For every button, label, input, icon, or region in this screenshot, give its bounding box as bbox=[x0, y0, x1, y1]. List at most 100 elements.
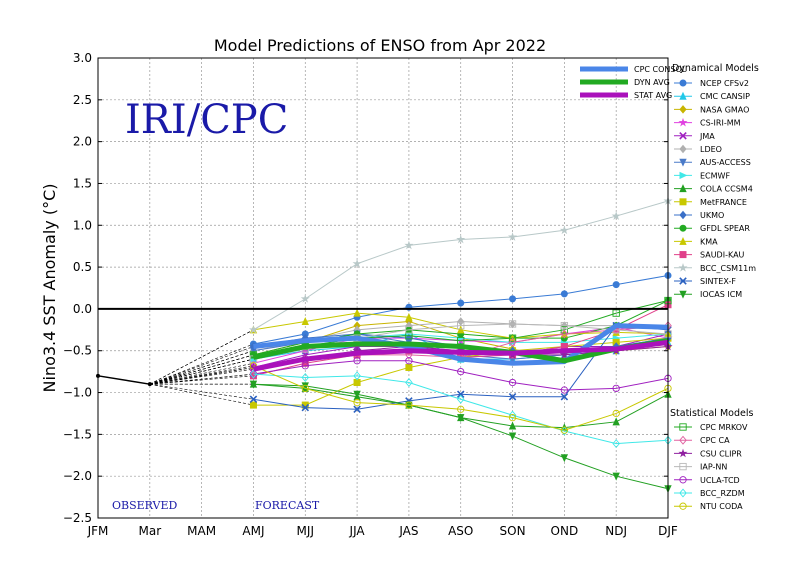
point-ncep-cfsv2 bbox=[612, 281, 620, 289]
forecast-connector bbox=[149, 343, 254, 385]
point-ntu-coda bbox=[560, 426, 569, 434]
point-kma bbox=[353, 308, 361, 317]
point-bcc-rzdm bbox=[353, 371, 361, 381]
legend-label: IOCAS ICM bbox=[700, 290, 742, 299]
point-iap-nn bbox=[457, 321, 465, 330]
point-kma bbox=[457, 325, 465, 334]
x-tick-label: JAS bbox=[398, 524, 418, 538]
legend-label: BCC_CSM11m bbox=[700, 264, 756, 273]
point-cpc-ca bbox=[560, 329, 569, 339]
point-ucla-tcd bbox=[508, 378, 517, 387]
consensus-line-dyn-avg bbox=[252, 338, 669, 364]
x-tick-label: JFM bbox=[87, 524, 109, 538]
point-sintex-f bbox=[560, 392, 569, 401]
legend-label: BCC_RZDM bbox=[700, 489, 745, 498]
forecast-connector bbox=[149, 383, 254, 400]
forecast-label: FORECAST bbox=[255, 499, 320, 512]
point-cpc-ca bbox=[405, 350, 413, 360]
point-ntu-coda bbox=[301, 384, 309, 393]
point-ncep-cfsv2 bbox=[560, 290, 568, 298]
legend-label: KMA bbox=[700, 237, 718, 246]
legend-marker bbox=[679, 79, 687, 87]
legend-label: CPC CA bbox=[700, 436, 730, 445]
forecast-connector bbox=[149, 354, 254, 385]
point-sintex-f bbox=[249, 395, 258, 404]
legend-marker bbox=[679, 236, 687, 245]
statistical-legend: CPC MRKOV CPC CA CSU CLIPR IAP-NN UCLA-TCD BC… bbox=[674, 423, 748, 511]
observed-line bbox=[97, 375, 150, 385]
point-bcc-csm11m bbox=[507, 232, 518, 241]
legend-marker bbox=[679, 423, 687, 431]
series-bcc-csm11m bbox=[248, 196, 673, 334]
legend-marker bbox=[679, 462, 687, 471]
point-ucla-tcd bbox=[405, 357, 413, 365]
observed-label: OBSERVED bbox=[112, 499, 178, 512]
legend-label: NCEP CFSv2 bbox=[700, 79, 749, 88]
point-iocas-icm bbox=[560, 454, 569, 463]
point-bcc-rzdm bbox=[249, 369, 258, 379]
legend-marker bbox=[679, 184, 687, 193]
legend-label: DYN AVG bbox=[634, 78, 670, 87]
consensus-lines bbox=[252, 323, 669, 372]
point-cola-ccsm4 bbox=[612, 417, 620, 426]
legend-marker bbox=[679, 171, 688, 180]
point-iocas-icm bbox=[457, 414, 465, 423]
point-ucla-tcd bbox=[353, 357, 361, 365]
point-ntu-coda bbox=[405, 401, 413, 409]
x-tick-label: NDJ bbox=[605, 524, 627, 538]
point-bcc-rzdm bbox=[508, 410, 517, 420]
legend-marker bbox=[679, 210, 687, 220]
point-cpc-ca bbox=[508, 337, 517, 347]
forecast-connector bbox=[149, 383, 254, 406]
consensus-legend: CPC CONSOL DYN AVG STAT AVG bbox=[580, 65, 687, 100]
y-tick-label: 1.5 bbox=[73, 176, 92, 190]
point-cpc-mrkov bbox=[560, 326, 569, 334]
legend-label: UCLA-TCD bbox=[700, 476, 740, 485]
point-bcc-rzdm bbox=[456, 394, 465, 404]
point-ncep-cfsv2 bbox=[457, 299, 465, 307]
series-line-ntu-coda bbox=[253, 365, 669, 431]
point-sintex-f bbox=[508, 392, 517, 401]
forecast-connector bbox=[149, 365, 254, 385]
legend-label: CSU CLIPR bbox=[700, 449, 742, 458]
legend-label: CPC MRKOV bbox=[700, 423, 748, 432]
legend-marker bbox=[679, 132, 687, 140]
legend-marker bbox=[679, 224, 687, 232]
point-ntu-coda bbox=[353, 398, 361, 407]
forecast-connector bbox=[149, 373, 254, 385]
legend-label: STAT AVG bbox=[634, 91, 672, 100]
legend-marker bbox=[679, 158, 687, 167]
forecast-connector bbox=[149, 362, 254, 385]
point-iap-nn bbox=[508, 320, 517, 328]
point-ucla-tcd bbox=[457, 367, 465, 376]
point-metfrance bbox=[405, 363, 413, 371]
legend-label: CMC CANSIP bbox=[700, 92, 750, 101]
point-cpc-mrkov bbox=[405, 332, 413, 340]
legend-label: SINTEX-F bbox=[700, 277, 736, 286]
y-tick-label: 1.0 bbox=[73, 218, 92, 232]
y-axis-label: Nino3.4 SST Anomaly (°C) bbox=[40, 184, 59, 393]
y-tick-label: 3.0 bbox=[73, 51, 92, 65]
legend-label: CPC CONSOL bbox=[634, 65, 687, 74]
fan-lines bbox=[149, 329, 254, 406]
legend-label: IAP-NN bbox=[700, 463, 727, 472]
x-tick-label: JJA bbox=[349, 524, 366, 538]
series-ucla-tcd bbox=[249, 357, 672, 394]
point-csu-clipr bbox=[559, 350, 569, 359]
point-bcc-csm11m bbox=[456, 234, 466, 244]
point-kma bbox=[301, 317, 309, 325]
y-tick-label: −1.0 bbox=[63, 386, 92, 400]
legend-label: GFDL SPEAR bbox=[700, 224, 750, 233]
dynamical-legend: NCEP CFSv2 CMC CANSIP NASA GMAO CS-IRI-MM JM… bbox=[674, 79, 756, 299]
x-tick-label: MJJ bbox=[297, 524, 314, 538]
point-ucla-tcd bbox=[612, 384, 620, 393]
point-bcc-csm11m bbox=[559, 225, 569, 235]
point-bcc-csm11m bbox=[611, 211, 621, 220]
y-tick-label: −2.5 bbox=[63, 511, 92, 525]
point-sintex-f bbox=[353, 405, 361, 414]
point-metfrance bbox=[249, 401, 257, 409]
point-iap-nn bbox=[405, 326, 413, 334]
statistical-legend-header: Statistical Models bbox=[670, 408, 753, 419]
x-tick-label: DJF bbox=[658, 524, 678, 538]
